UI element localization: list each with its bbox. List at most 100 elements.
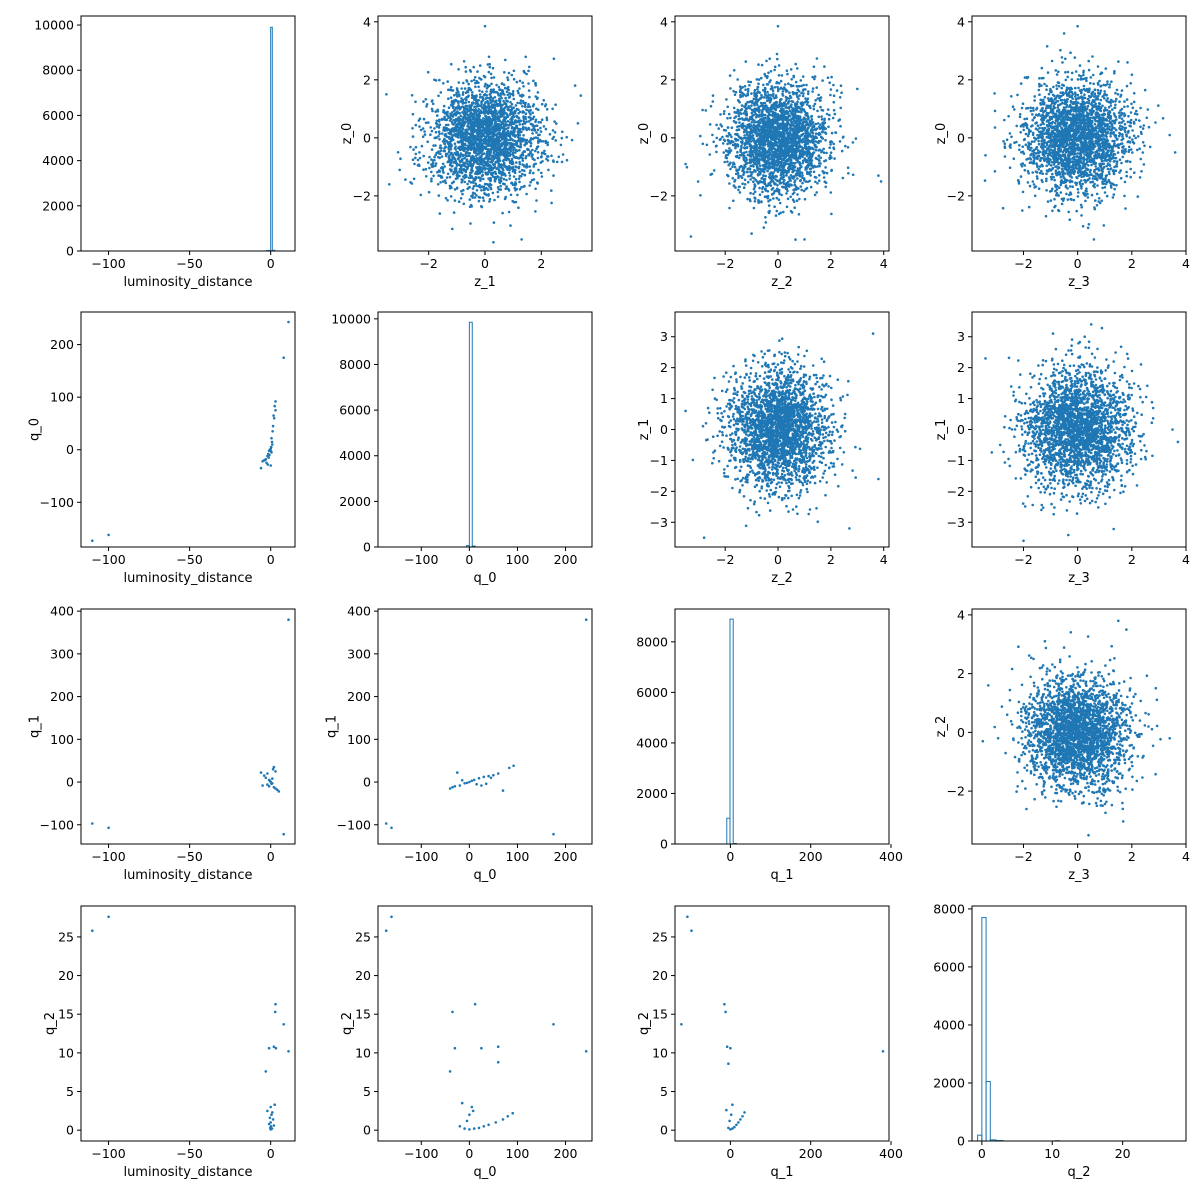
panel-r0c1-cloud-point <box>448 142 451 146</box>
panel-r0c1-ytick-label-1: 0 <box>363 130 371 145</box>
panel-r0c1-cloud-point <box>468 118 471 121</box>
panel-r0c2-cloud-point <box>732 184 736 188</box>
panel-r0c2-cloud-point <box>748 198 752 201</box>
panel-r0c1-cloud-point <box>486 143 490 146</box>
panel-r0c1-cloud-point <box>508 113 512 116</box>
panel-r0c2-cloud-point <box>823 118 826 122</box>
panel-r0c2-cloud-point <box>740 154 743 157</box>
panel-r0c1-cloud-point <box>565 158 569 162</box>
panel-r0c2-cloud-point <box>766 75 769 78</box>
panel-r0c1-cloud-point <box>488 200 491 203</box>
panel-r0c1-cloud-point <box>412 177 416 181</box>
panel-r0c2-cloud-point <box>752 155 756 159</box>
panel-r0c2-cloud-point <box>728 151 731 154</box>
panel-r0c2-cloud-point <box>796 85 799 88</box>
panel-r0c2-plot-area <box>684 24 883 241</box>
panel-r0c2-cloud-point <box>735 128 739 132</box>
panel-r0c2-cloud-point <box>832 100 836 104</box>
panel-r0c2-cloud-point <box>819 156 822 160</box>
panel-r0c2-cloud-point <box>738 165 742 169</box>
panel-r0c2-cloud-point <box>780 74 784 77</box>
panel-r0c2-cloud-point <box>801 94 805 98</box>
panel-r0c1-cloud-point <box>450 120 454 123</box>
panel-r0c2-cloud-point <box>794 106 797 109</box>
panel-r0c1-cloud-point <box>404 178 407 181</box>
panel-r0c2-cloud-point <box>740 144 743 148</box>
panel-r0c1-cloud-point <box>502 152 505 156</box>
panel-r0c2-cloud-point <box>753 200 757 203</box>
panel-r0c2-cloud-point <box>731 177 735 180</box>
panel-r0c1-cloud-point <box>527 82 530 85</box>
panel-r0c2-cloud-point <box>739 149 743 153</box>
panel-r0c1-cloud-point <box>548 133 552 136</box>
panel-r0c2-cloud-point <box>774 189 777 192</box>
panel-r0c1-cloud-point <box>414 156 417 160</box>
panel-r0c2-cloud-point <box>829 93 832 97</box>
panel-r0c2-cloud-point <box>785 96 789 100</box>
panel-r0c2-cloud-point <box>816 122 820 125</box>
panel-r0c1-cloud-point <box>479 179 482 182</box>
panel-r0c1-cloud-point <box>428 155 431 159</box>
panel-r0c1-cloud-point <box>441 180 445 183</box>
panel-r0c1-cloud-point <box>470 159 473 163</box>
panel-r0c2-cloud-point <box>737 124 741 128</box>
panel-r0c1-cloud-point <box>527 103 530 106</box>
panel-r0c2-cloud-point <box>764 125 768 129</box>
panel-r0c1-cloud-point <box>443 137 446 141</box>
panel-r0c1-cloud-point <box>474 98 478 102</box>
panel-r0c1-cloud-point <box>537 139 540 143</box>
panel-r0c2-cloud-point <box>785 69 789 72</box>
panel-r0c1-cloud-point <box>411 127 414 130</box>
panel-r0c2-cloud-point <box>723 160 726 164</box>
panel-r0c1-cloud-point <box>531 132 534 135</box>
panel-r0c1-cloud-point <box>525 108 528 112</box>
panel-r0c1-cloud-point <box>483 182 487 186</box>
panel-r0c1-cloud-point <box>444 134 448 138</box>
panel-r0c2-cloud-point <box>819 105 822 109</box>
panel-r0c2-cloud-point <box>809 174 812 177</box>
panel-r0c1-cloud-point <box>464 70 468 73</box>
panel-r0c1-cloud-point <box>474 182 478 185</box>
panel-r0c1-cloud-point <box>476 104 480 107</box>
panel-r0c2-cloud-point <box>773 68 776 72</box>
panel-r0c2-cloud-point <box>815 86 818 89</box>
panel-r0c2-cloud-point <box>712 169 716 172</box>
panel-r0c1-cloud-point <box>454 120 457 123</box>
panel-r0c1-cloud-point <box>473 192 477 195</box>
panel-r0c1-cloud-point <box>456 140 460 144</box>
panel-r0c1-ylabel: z_0 <box>340 123 355 145</box>
panel-r0c1-cloud-point <box>463 131 466 135</box>
panel-r0c1-cloud-point <box>444 196 448 200</box>
panel-r0c2-cloud-point <box>820 149 824 153</box>
panel-r0c2-cloud-point <box>794 238 797 241</box>
panel-r0c1-cloud-point <box>455 152 458 155</box>
panel-r0c1-cloud-point <box>484 82 487 86</box>
panel-r0c1-cloud-point <box>502 110 506 113</box>
panel-r0c2-cloud-point <box>761 181 764 184</box>
panel-r0c1-cloud-point <box>502 177 506 181</box>
panel-r0c2-cloud-point <box>708 123 712 126</box>
panel-r0c1-cloud-point <box>454 117 458 121</box>
panel-r0c1-cloud-point <box>510 166 514 170</box>
panel-r0c2-cloud-point <box>763 195 767 198</box>
panel-r0c1-cloud-point <box>507 85 510 89</box>
panel-r0c1-cloud-point <box>527 89 531 92</box>
panel-r0c2-cloud-point <box>810 122 814 126</box>
panel-r0c1-cloud-point <box>515 114 519 118</box>
panel-r0c2-cloud-point <box>826 76 830 79</box>
panel-r0c1-cloud-point <box>460 170 463 173</box>
panel-r0c1-cloud-point <box>438 174 442 178</box>
panel-r0c2-cloud-point <box>759 172 762 175</box>
panel-r0c2-cloud-point <box>750 153 754 157</box>
panel-r0c1-cloud-point <box>447 148 451 151</box>
panel-r0c1-cloud-point <box>490 161 494 164</box>
panel-r0c2-cloud-point <box>816 182 819 185</box>
panel-r0c2-cloud-point <box>762 167 765 171</box>
panel-r0c1-cloud-point <box>507 167 510 170</box>
panel-r0c2-cloud-point <box>732 161 735 164</box>
panel-r0c2-cloud-point <box>757 78 761 81</box>
panel-r0c1-cloud-point <box>493 96 497 99</box>
panel-r0c2-cloud-point <box>829 191 833 194</box>
panel-r0c1-cloud-point <box>561 153 565 156</box>
panel-r0c1-cloud-point <box>489 139 493 143</box>
